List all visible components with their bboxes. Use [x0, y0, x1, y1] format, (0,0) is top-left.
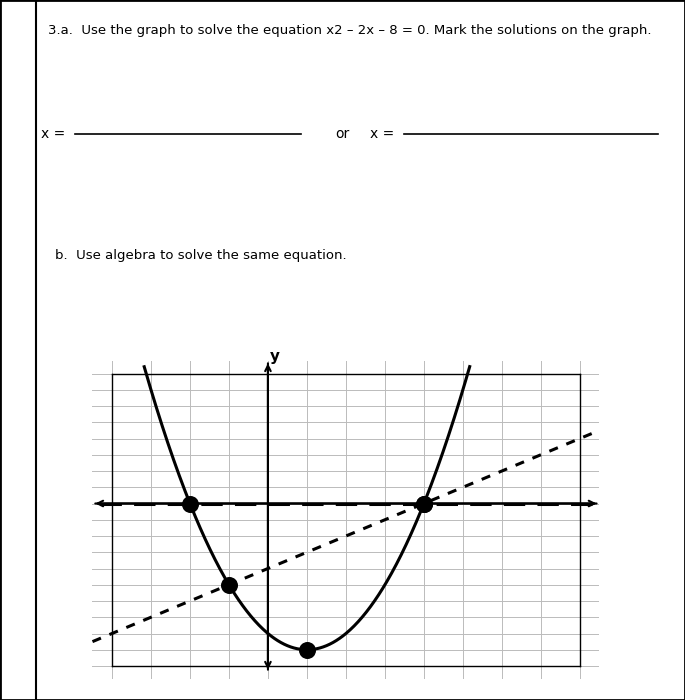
Point	[419, 498, 429, 509]
Text: b.  Use algebra to solve the same equation.: b. Use algebra to solve the same equatio…	[55, 249, 347, 262]
Point	[400, 130, 408, 139]
Text: x =: x =	[41, 127, 70, 141]
Text: x =: x =	[370, 127, 399, 141]
Point	[653, 130, 662, 139]
Point	[184, 498, 195, 509]
Text: 3.a.  Use the graph to solve the equation x2 – 2x – 8 = 0. Mark the solutions on: 3.a. Use the graph to solve the equation…	[48, 24, 651, 36]
Point	[301, 644, 312, 655]
Text: or: or	[336, 127, 349, 141]
Point	[71, 130, 79, 139]
Point	[223, 579, 234, 590]
Point	[419, 498, 429, 509]
Text: y: y	[270, 349, 280, 365]
Point	[297, 130, 306, 139]
